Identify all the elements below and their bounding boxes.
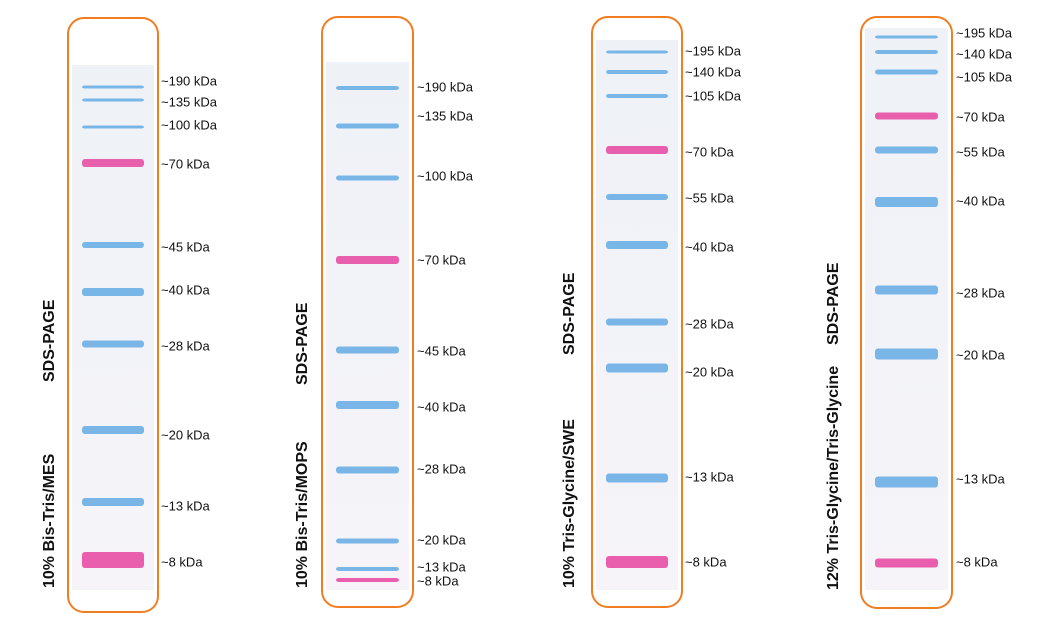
marker-label: ~195 kDa bbox=[685, 43, 742, 58]
marker-label: ~40 kDa bbox=[685, 239, 735, 254]
marker-label: ~28 kDa bbox=[417, 461, 467, 476]
band bbox=[875, 348, 938, 360]
marker-label: ~135 kDa bbox=[161, 94, 218, 109]
band bbox=[606, 363, 668, 373]
band bbox=[336, 256, 399, 264]
gel bbox=[865, 28, 948, 590]
marker-label: ~100 kDa bbox=[417, 168, 474, 183]
marker-label: ~70 kDa bbox=[956, 109, 1006, 124]
band bbox=[336, 401, 399, 409]
lane-outline bbox=[591, 16, 683, 608]
band bbox=[875, 50, 938, 54]
marker-label: ~13 kDa bbox=[161, 498, 211, 513]
lane-outline bbox=[67, 17, 159, 613]
marker-label: ~20 kDa bbox=[417, 532, 467, 547]
gel-condition: 10% Tris-Glycine/SWE bbox=[561, 419, 578, 588]
marker-label: ~70 kDa bbox=[161, 156, 211, 171]
band bbox=[606, 146, 668, 154]
band bbox=[606, 50, 668, 54]
marker-label: ~8 kDa bbox=[161, 554, 203, 569]
marker-label: ~20 kDa bbox=[956, 347, 1006, 362]
gel bbox=[596, 40, 678, 590]
marker-label: ~20 kDa bbox=[161, 427, 211, 442]
band bbox=[606, 318, 668, 326]
marker-label: ~140 kDa bbox=[956, 46, 1013, 61]
marker-label: ~20 kDa bbox=[685, 364, 735, 379]
gel-condition: 10% Bis-Tris/MOPS bbox=[294, 441, 311, 588]
band bbox=[336, 538, 399, 544]
marker-label: ~195 kDa bbox=[956, 25, 1013, 40]
marker-label: ~13 kDa bbox=[685, 469, 735, 484]
method-label: SDS-PAGE bbox=[825, 262, 842, 345]
band bbox=[336, 578, 399, 582]
band bbox=[82, 125, 144, 129]
band bbox=[82, 159, 144, 167]
marker-label: ~55 kDa bbox=[956, 144, 1006, 159]
marker-label: ~45 kDa bbox=[161, 239, 211, 254]
marker-label: ~13 kDa bbox=[956, 471, 1006, 486]
band bbox=[875, 112, 938, 120]
band bbox=[336, 123, 399, 129]
method-label: SDS-PAGE bbox=[561, 272, 578, 355]
marker-label: ~8 kDa bbox=[417, 573, 459, 588]
marker-label: ~45 kDa bbox=[417, 343, 467, 358]
band bbox=[82, 98, 144, 102]
gel bbox=[326, 62, 409, 590]
marker-label: ~28 kDa bbox=[956, 285, 1006, 300]
band bbox=[336, 175, 399, 181]
band bbox=[606, 556, 668, 568]
band bbox=[606, 194, 668, 200]
band bbox=[875, 285, 938, 295]
band bbox=[875, 69, 938, 75]
method-label: SDS-PAGE bbox=[41, 299, 58, 382]
band bbox=[875, 146, 938, 154]
lane-outline bbox=[860, 16, 953, 609]
band bbox=[606, 70, 668, 74]
band bbox=[336, 567, 399, 571]
band bbox=[875, 558, 938, 568]
marker-label: ~105 kDa bbox=[685, 88, 742, 103]
marker-label: ~55 kDa bbox=[685, 190, 735, 205]
band bbox=[82, 288, 144, 296]
marker-label: ~70 kDa bbox=[685, 144, 735, 159]
band bbox=[606, 241, 668, 249]
gel-condition: 12% Tris-Glycine/Tris-Glycine bbox=[825, 366, 842, 590]
band bbox=[82, 242, 144, 248]
band bbox=[82, 498, 144, 506]
marker-label: ~190 kDa bbox=[161, 73, 218, 88]
band bbox=[875, 476, 938, 488]
marker-label: ~70 kDa bbox=[417, 252, 467, 267]
marker-label: ~8 kDa bbox=[956, 554, 998, 569]
band bbox=[82, 426, 144, 434]
lane-outline bbox=[321, 16, 414, 608]
marker-label: ~13 kDa bbox=[417, 559, 467, 574]
marker-label: ~190 kDa bbox=[417, 79, 474, 94]
marker-label: ~40 kDa bbox=[956, 193, 1006, 208]
marker-label: ~28 kDa bbox=[685, 316, 735, 331]
marker-label: ~105 kDa bbox=[956, 69, 1013, 84]
gel-condition: 10% Bis-Tris/MES bbox=[41, 453, 58, 588]
method-label: SDS-PAGE bbox=[294, 302, 311, 385]
band bbox=[82, 85, 144, 89]
marker-label: ~135 kDa bbox=[417, 108, 474, 123]
marker-label: ~40 kDa bbox=[417, 399, 467, 414]
marker-label: ~40 kDa bbox=[161, 282, 211, 297]
band bbox=[606, 94, 668, 98]
band bbox=[336, 466, 399, 474]
band bbox=[875, 197, 938, 207]
band bbox=[336, 86, 399, 90]
band bbox=[606, 473, 668, 483]
band bbox=[875, 35, 938, 39]
marker-label: ~100 kDa bbox=[161, 117, 218, 132]
band bbox=[82, 340, 144, 348]
band bbox=[82, 552, 144, 568]
marker-label: ~140 kDa bbox=[685, 64, 742, 79]
marker-label: ~28 kDa bbox=[161, 338, 211, 353]
gel bbox=[72, 65, 154, 590]
band bbox=[336, 346, 399, 354]
marker-label: ~8 kDa bbox=[685, 554, 727, 569]
